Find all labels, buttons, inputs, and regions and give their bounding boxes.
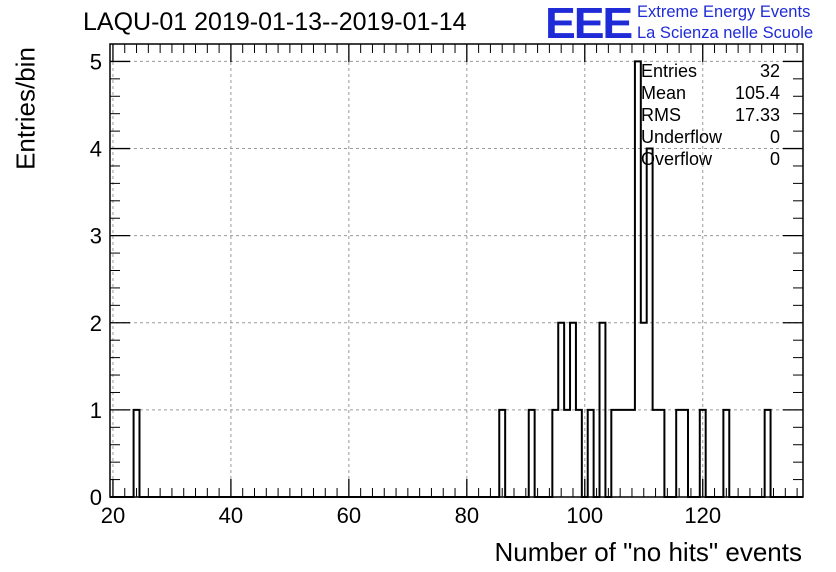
logo-text: Extreme Energy Events La Scienza nelle S… [637, 2, 813, 44]
x-tick-label: 80 [455, 503, 479, 528]
histogram-line [110, 60, 803, 498]
stats-label: Mean [641, 83, 687, 103]
stats-row-entries: Entries 32 [641, 60, 780, 82]
plot-frame [109, 43, 804, 498]
stats-value: 105.4 [734, 83, 780, 103]
stats-box: Entries 32 Mean 105.4 RMS 17.33 Underflo… [641, 60, 780, 170]
stats-row-underflow: Underflow 0 [641, 126, 780, 148]
x-tick-label: 120 [684, 503, 721, 528]
stats-label: RMS [641, 105, 681, 125]
eee-logo: EEE Extreme Energy Events La Scienza nel… [545, 2, 813, 46]
tick-labels: 20 40 60 80 100 120 0 1 2 3 4 5 [90, 49, 721, 528]
x-tick-label: 60 [337, 503, 361, 528]
stats-value: 32 [759, 61, 780, 81]
y-tick-label: 1 [90, 398, 102, 423]
stats-label: Underflow [641, 127, 723, 147]
logo-letters: EEE [545, 0, 633, 48]
y-tick-label: 2 [90, 311, 102, 336]
stats-label: Overflow [641, 149, 713, 169]
stats-value: 17.33 [734, 105, 780, 125]
y-tick-label: 5 [90, 49, 102, 74]
stats-label: Entries [641, 61, 698, 81]
y-axis-label: Entries/bin [10, 47, 41, 170]
y-tick-label: 4 [90, 137, 102, 162]
x-tick-label: 100 [566, 503, 603, 528]
stats-row-overflow: Overflow 0 [641, 148, 780, 170]
logo-line-2: La Scienza nelle Scuole [637, 24, 814, 42]
chart-title: LAQU-01 2019-01-13--2019-01-14 [83, 8, 467, 36]
x-axis-label: Number of "no hits" events [494, 537, 803, 567]
y-tick-label: 0 [90, 485, 102, 510]
stats-row-mean: Mean 105.4 [641, 82, 780, 104]
logo-line-1: Extreme Energy Events [637, 3, 811, 21]
stats-value: 0 [769, 149, 780, 169]
stats-row-rms: RMS 17.33 [641, 104, 780, 126]
stats-value: 0 [769, 127, 780, 147]
x-tick-label: 40 [219, 503, 243, 528]
x-tick-label: 20 [101, 503, 125, 528]
y-tick-label: 3 [90, 224, 102, 249]
